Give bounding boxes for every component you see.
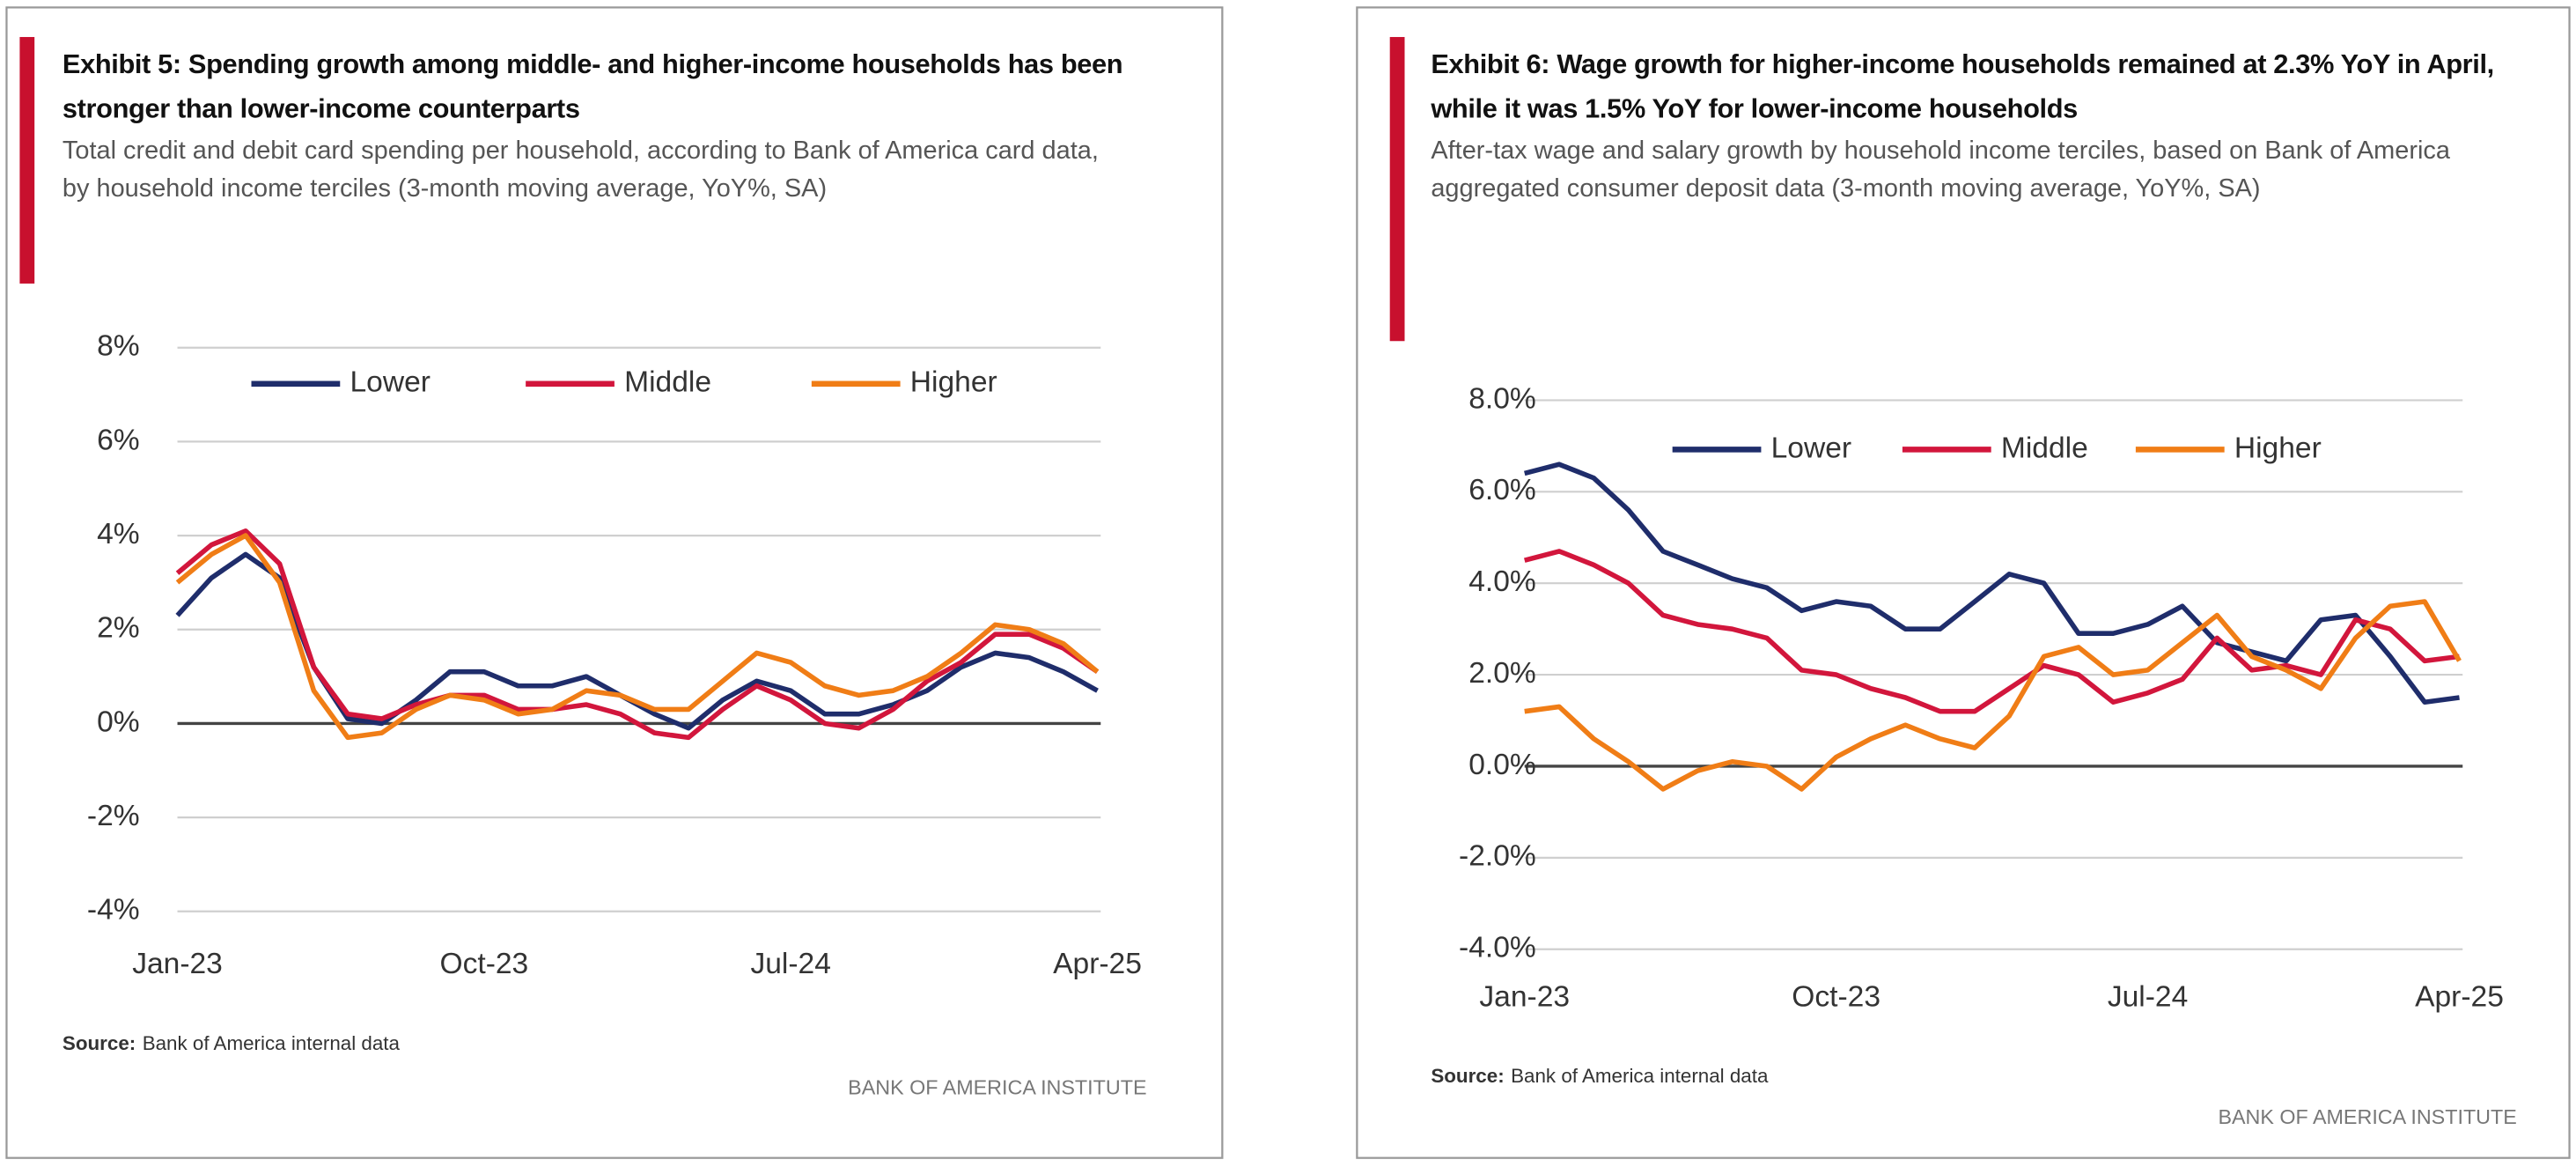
accent-bar: [19, 37, 35, 284]
header-text: Exhibit 6: Wage growth for higher-income…: [1431, 43, 2548, 208]
legend-label: Lower: [1771, 432, 1851, 464]
chart-subtitle: After-tax wage and salary growth by hous…: [1431, 137, 2450, 203]
header: Exhibit 6: Wage growth for higher-income…: [1431, 43, 2548, 208]
source-text: Bank of America internal data: [1511, 1065, 1769, 1087]
x-tick-label: Apr-25: [1053, 948, 1142, 980]
x-tick-label: Oct-23: [1792, 981, 1880, 1014]
y-tick-label: 8.0%: [1468, 382, 1536, 415]
accent-bar: [1389, 37, 1405, 342]
chart-title: Exhibit 5: Spending growth among middle-…: [62, 49, 1123, 124]
chart-subtitle: Total credit and debit card spending per…: [62, 137, 1099, 203]
legend-label: Higher: [910, 366, 997, 399]
branding: BANK OF AMERICA INSTITUTE: [2218, 1105, 2516, 1128]
series-line: [1524, 599, 2462, 792]
y-tick-label: -2.0%: [1459, 840, 1536, 873]
source: Source: Bank of America internal data: [63, 1032, 401, 1054]
header: Exhibit 5: Spending growth among middle-…: [63, 43, 1130, 208]
x-tick-label: Oct-23: [439, 948, 528, 980]
x-tick-label: Jul-24: [750, 948, 830, 980]
y-tick-label: 0%: [97, 705, 140, 738]
y-tick-label: 0.0%: [1468, 749, 1536, 781]
x-tick-label: Jan-23: [1479, 981, 1570, 1014]
y-tick-label: -2%: [87, 800, 140, 832]
series-line: [175, 533, 1100, 741]
y-tick-label: 6%: [97, 424, 140, 456]
y-tick-label: -4.0%: [1459, 932, 1536, 964]
source-text: Bank of America internal data: [143, 1032, 401, 1054]
header-text: Exhibit 5: Spending growth among middle-…: [63, 43, 1130, 208]
y-tick-label: 2.0%: [1468, 657, 1536, 690]
source-label: Source:: [1431, 1065, 1504, 1087]
source: Source: Bank of America internal data: [1431, 1065, 1769, 1087]
x-tick-label: Apr-25: [2415, 981, 2504, 1014]
y-tick-label: 6.0%: [1468, 474, 1536, 506]
y-tick-label: 4%: [97, 518, 140, 550]
series-line: [175, 528, 1100, 741]
y-tick-label: 2%: [97, 612, 140, 645]
series-line: [1524, 462, 2460, 705]
y-tick-label: 4.0%: [1468, 565, 1536, 598]
y-tick-label: -4%: [87, 894, 140, 927]
branding: BANK OF AMERICA INSTITUTE: [848, 1075, 1146, 1098]
chart-title: Exhibit 6: Wage growth for higher-income…: [1431, 49, 2494, 124]
source-label: Source:: [63, 1032, 136, 1054]
series-line: [1524, 549, 2460, 714]
legend-label: Higher: [2234, 432, 2322, 464]
legend-label: Middle: [2001, 432, 2088, 464]
y-tick-label: 8%: [97, 330, 140, 363]
legend-label: Middle: [624, 366, 711, 399]
legend-label: Lower: [350, 366, 430, 399]
x-tick-label: Jul-24: [2108, 981, 2188, 1014]
x-tick-label: Jan-23: [132, 948, 223, 980]
